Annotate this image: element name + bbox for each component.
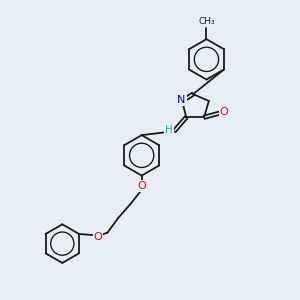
Text: N: N (177, 95, 186, 105)
Text: O: O (220, 107, 229, 117)
Text: CH₃: CH₃ (198, 17, 215, 26)
Text: H: H (165, 125, 173, 135)
Text: O: O (137, 181, 146, 191)
Text: O: O (94, 232, 102, 242)
